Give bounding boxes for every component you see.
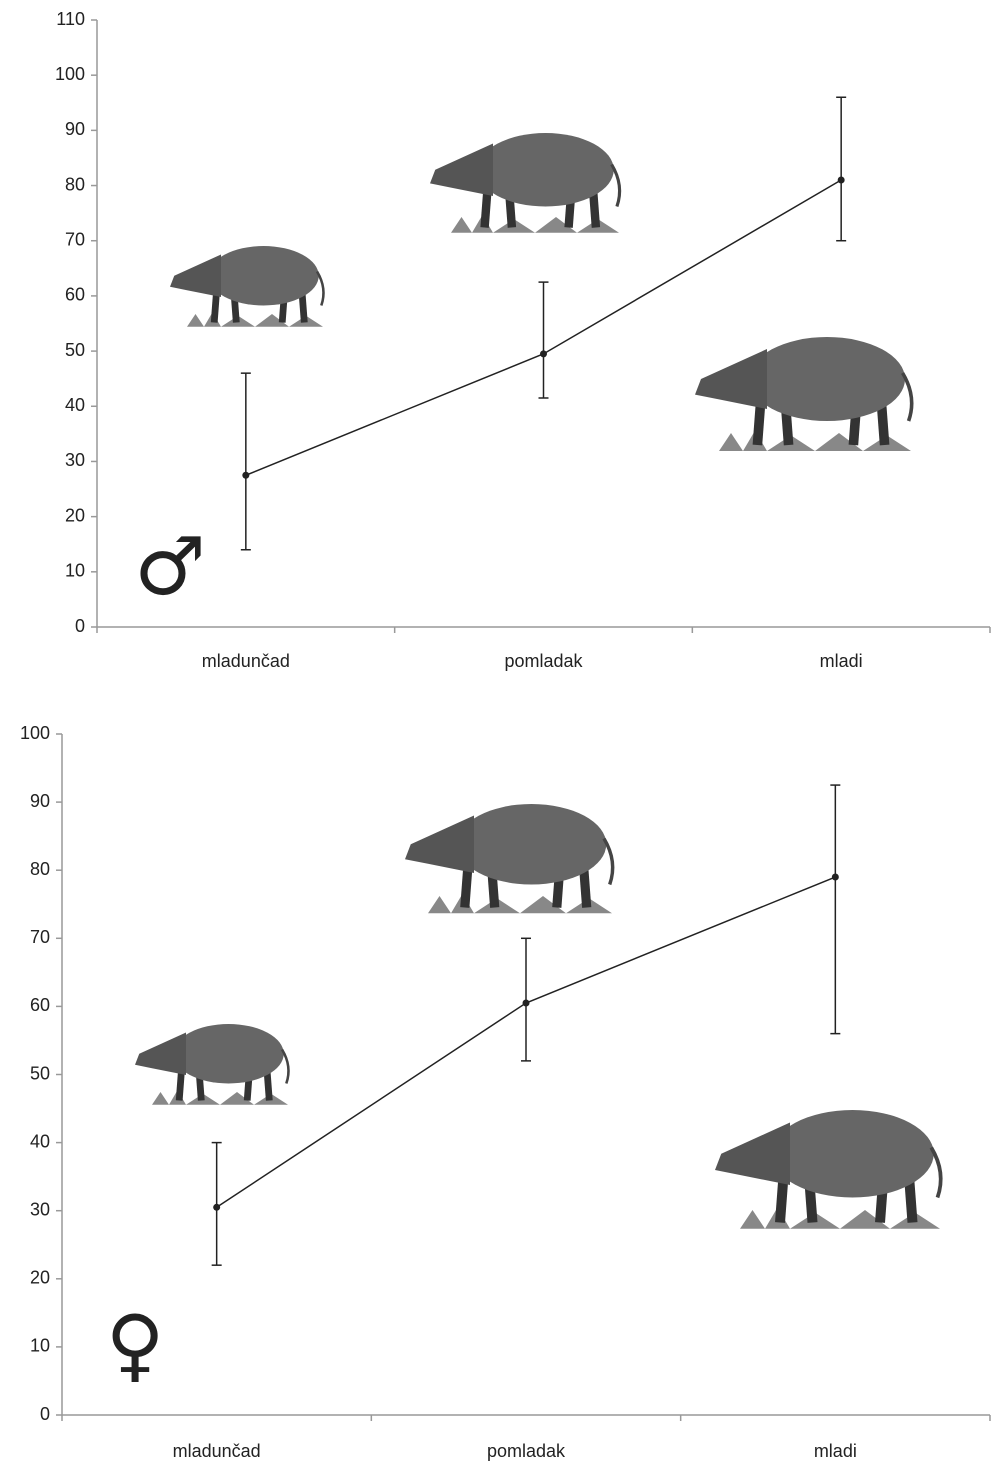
data-point bbox=[242, 471, 250, 479]
x-tick-label: pomladak bbox=[504, 651, 583, 671]
y-tick-label: 60 bbox=[65, 285, 85, 305]
y-tick-label: 40 bbox=[30, 1131, 50, 1151]
data-point bbox=[837, 176, 845, 184]
x-tick-label: pomladak bbox=[487, 1441, 566, 1461]
gender-symbol: ♀ bbox=[106, 1298, 165, 1391]
y-tick-label: 0 bbox=[40, 1404, 50, 1424]
y-tick-label: 0 bbox=[75, 616, 85, 636]
data-point bbox=[540, 350, 547, 358]
y-tick-label: 50 bbox=[65, 340, 85, 360]
tail bbox=[602, 837, 615, 886]
x-tick-label: mladunčad bbox=[173, 1441, 261, 1461]
body bbox=[477, 133, 614, 207]
data-point bbox=[213, 1203, 221, 1211]
boar-illustration bbox=[170, 246, 325, 327]
boar-illustration bbox=[135, 1024, 290, 1105]
y-tick-label: 90 bbox=[65, 119, 85, 139]
y-tick-label: 30 bbox=[30, 1199, 50, 1219]
y-tick-label: 70 bbox=[65, 229, 85, 249]
x-tick-label: mladunčad bbox=[202, 651, 290, 671]
head bbox=[430, 143, 493, 196]
x-tick-label: mladi bbox=[814, 1441, 857, 1461]
y-tick-label: 60 bbox=[30, 995, 50, 1015]
body bbox=[456, 804, 607, 885]
y-tick-label: 80 bbox=[65, 174, 85, 194]
y-tick-label: 90 bbox=[30, 791, 50, 811]
body bbox=[749, 337, 905, 421]
y-tick-label: 30 bbox=[65, 450, 85, 470]
y-tick-label: 20 bbox=[30, 1268, 50, 1288]
y-tick-label: 80 bbox=[30, 859, 50, 879]
head bbox=[715, 1122, 790, 1185]
boar-illustration bbox=[715, 1110, 943, 1229]
y-tick-label: 110 bbox=[56, 9, 85, 29]
tail bbox=[280, 1048, 290, 1084]
x-tick-label: mladi bbox=[820, 651, 863, 671]
gender-symbol: ♂ bbox=[134, 520, 206, 613]
data-point bbox=[522, 999, 530, 1007]
boar-illustration bbox=[405, 804, 615, 914]
head bbox=[405, 815, 474, 873]
data-point bbox=[831, 873, 839, 881]
body bbox=[208, 246, 319, 306]
tail bbox=[901, 372, 914, 422]
tail bbox=[315, 270, 325, 306]
tail bbox=[610, 163, 622, 208]
y-tick-label: 10 bbox=[65, 561, 85, 581]
y-tick-label: 20 bbox=[65, 505, 85, 525]
boar-illustration bbox=[695, 337, 914, 451]
y-tick-label: 100 bbox=[55, 64, 85, 84]
body bbox=[173, 1024, 284, 1084]
y-tick-label: 40 bbox=[65, 395, 85, 415]
head bbox=[695, 349, 767, 409]
body bbox=[771, 1110, 934, 1198]
y-tick-label: 50 bbox=[30, 1063, 50, 1083]
tail bbox=[929, 1146, 943, 1199]
head bbox=[170, 254, 221, 297]
y-tick-label: 100 bbox=[20, 723, 50, 743]
head bbox=[135, 1032, 186, 1075]
y-tick-label: 10 bbox=[30, 1336, 50, 1356]
y-tick-label: 70 bbox=[30, 927, 50, 947]
boar-illustration bbox=[430, 133, 622, 233]
